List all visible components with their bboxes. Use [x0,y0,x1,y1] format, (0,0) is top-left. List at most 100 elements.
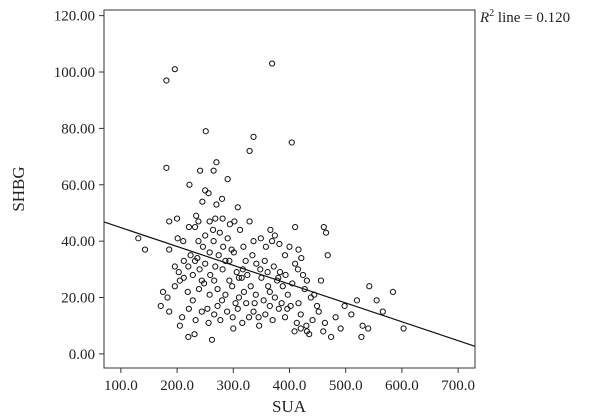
data-point [239,319,246,326]
data-point [189,271,196,279]
data-point [215,252,222,259]
data-point [206,218,213,225]
data-point [212,263,219,270]
data-point [180,257,187,264]
data-point [322,229,330,236]
data-point [295,246,302,253]
data-point [202,187,209,194]
data-point [208,336,216,343]
data-point [359,322,366,329]
data-point [224,235,231,242]
data-point [202,128,209,135]
data-point [204,305,211,312]
data-point [400,325,407,332]
data-point [258,274,265,281]
data-point [294,266,302,273]
data-point [250,308,257,315]
y-tick-label: 20.00 [61,291,95,307]
data-point [196,266,203,273]
data-point [207,271,214,279]
data-point [292,223,299,231]
data-points [135,60,407,343]
data-point [164,294,171,301]
data-point [315,308,322,315]
data-point [222,257,229,264]
data-point [171,263,178,270]
data-point [236,226,244,233]
data-point [229,283,236,290]
data-point [212,215,219,222]
data-point [166,218,173,225]
x-tick-label: 400.0 [273,378,307,394]
data-point [358,333,365,341]
data-point [234,305,241,312]
y-axis-title: SHBG [9,166,28,211]
data-point [251,300,258,307]
data-point [157,302,164,310]
data-point [257,235,264,242]
data-point [229,314,236,321]
data-point [379,308,386,315]
data-point [270,263,277,270]
data-point [292,260,299,267]
x-tick-label: 300.0 [216,378,250,394]
data-point [268,60,276,67]
data-point [171,283,178,290]
data-point [246,218,253,225]
x-tick-label: 700.0 [441,378,475,394]
data-point [228,246,235,253]
r-squared-exponent: 2 [489,8,494,19]
data-point [266,302,273,310]
data-point [262,243,269,250]
data-point [276,269,284,276]
data-point [232,300,239,307]
y-tick-label: 60.00 [61,178,95,194]
data-point [195,285,203,293]
y-tick-label: 40.00 [61,234,95,250]
data-point [366,283,373,290]
data-point [249,252,256,259]
data-point [189,297,196,304]
data-point [220,243,227,250]
data-point [299,271,307,279]
y-tick-label: 0.00 [69,347,95,363]
data-point [222,291,229,298]
x-tick-label: 200.0 [160,378,194,394]
data-point [213,201,220,208]
data-point [252,291,259,298]
data-point [365,325,372,332]
x-tick-label: 500.0 [329,378,363,394]
data-point [307,294,314,301]
data-point [278,300,285,307]
data-point [218,297,226,304]
data-point [163,164,170,171]
data-point [202,260,209,267]
data-point [324,252,331,259]
data-point [194,254,201,262]
data-point [166,246,173,253]
data-point [269,316,276,324]
data-point [245,314,253,321]
y-tick-label: 100.00 [54,65,95,81]
data-point [255,314,262,321]
data-point [261,257,268,264]
data-point [341,302,348,310]
data-point [293,319,300,326]
data-point [202,232,209,239]
data-point [176,322,183,329]
data-point [295,300,302,307]
data-point [159,288,167,295]
data-point [233,269,240,276]
data-point [238,274,245,281]
data-point [211,277,218,284]
data-point [185,223,192,231]
data-point [247,283,254,290]
data-point [179,314,186,321]
data-point [184,288,191,295]
data-point [175,269,182,276]
data-point [206,249,213,256]
data-point [265,283,272,290]
data-point [256,322,263,329]
data-point [303,322,310,329]
r-squared-r: R [479,10,489,26]
